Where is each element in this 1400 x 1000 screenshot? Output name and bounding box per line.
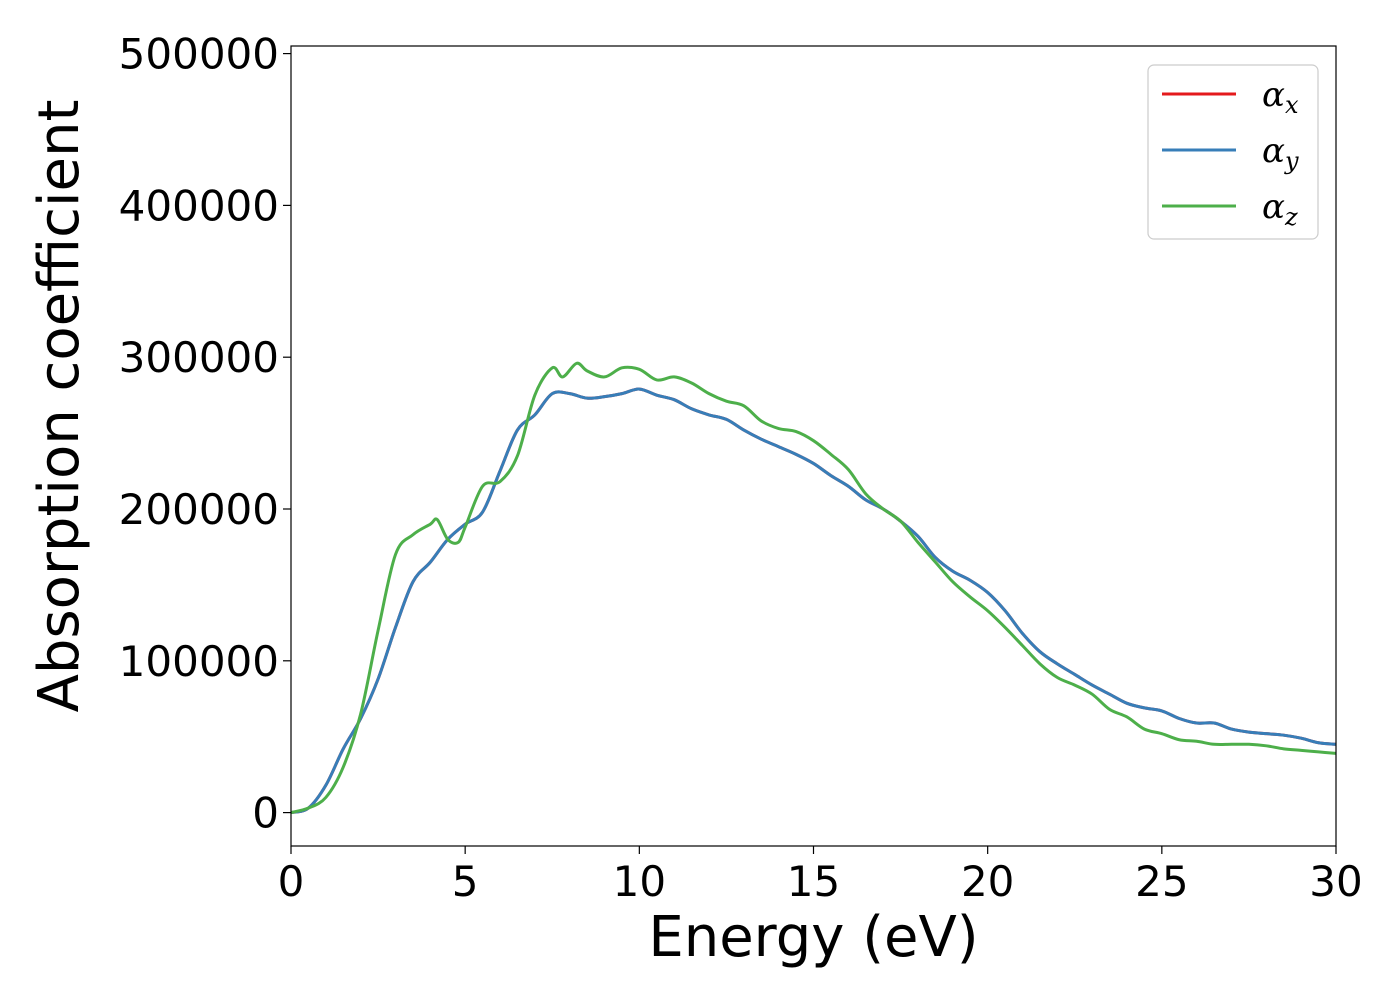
legend-label-y: αy xyxy=(1262,131,1299,175)
x-tick-label: 20 xyxy=(961,857,1014,906)
x-tick-label: 10 xyxy=(613,857,666,906)
y-axis-ticks: 0 100000 200000 300000 400000 500000 xyxy=(119,30,291,838)
x-tick-label: 5 xyxy=(452,857,479,906)
y-tick-label: 500000 xyxy=(119,30,279,79)
x-tick-label: 25 xyxy=(1135,857,1188,906)
y-axis-label: Absorption coefficient xyxy=(27,100,92,713)
x-tick-label: 30 xyxy=(1309,857,1362,906)
y-tick-label: 400000 xyxy=(119,181,279,230)
legend-label-x: αx xyxy=(1262,75,1299,119)
legend-label-z: αz xyxy=(1262,187,1298,231)
x-axis-ticks: 0 5 10 15 20 25 30 xyxy=(278,846,1363,906)
legend: αx αy αz xyxy=(1147,64,1319,240)
x-tick-label: 15 xyxy=(787,857,840,906)
y-tick-label: 100000 xyxy=(119,637,279,686)
x-tick-label: 0 xyxy=(278,857,305,906)
series-layer xyxy=(291,361,1336,815)
x-axis-label: Energy (eV) xyxy=(648,905,978,970)
y-tick-label: 0 xyxy=(252,789,279,838)
y-tick-label: 300000 xyxy=(119,333,279,382)
y-tick-label: 200000 xyxy=(119,485,279,534)
series-line-z xyxy=(291,361,1336,815)
legend-box xyxy=(1147,64,1319,240)
